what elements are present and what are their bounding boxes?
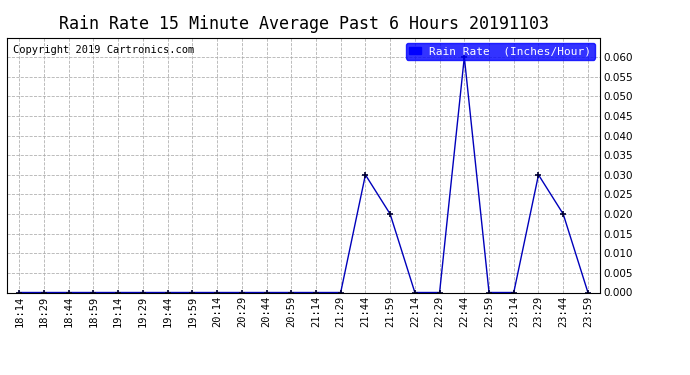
Text: Rain Rate 15 Minute Average Past 6 Hours 20191103: Rain Rate 15 Minute Average Past 6 Hours… [59, 15, 549, 33]
Text: Copyright 2019 Cartronics.com: Copyright 2019 Cartronics.com [13, 45, 194, 55]
Legend: Rain Rate  (Inches/Hour): Rain Rate (Inches/Hour) [406, 43, 595, 60]
